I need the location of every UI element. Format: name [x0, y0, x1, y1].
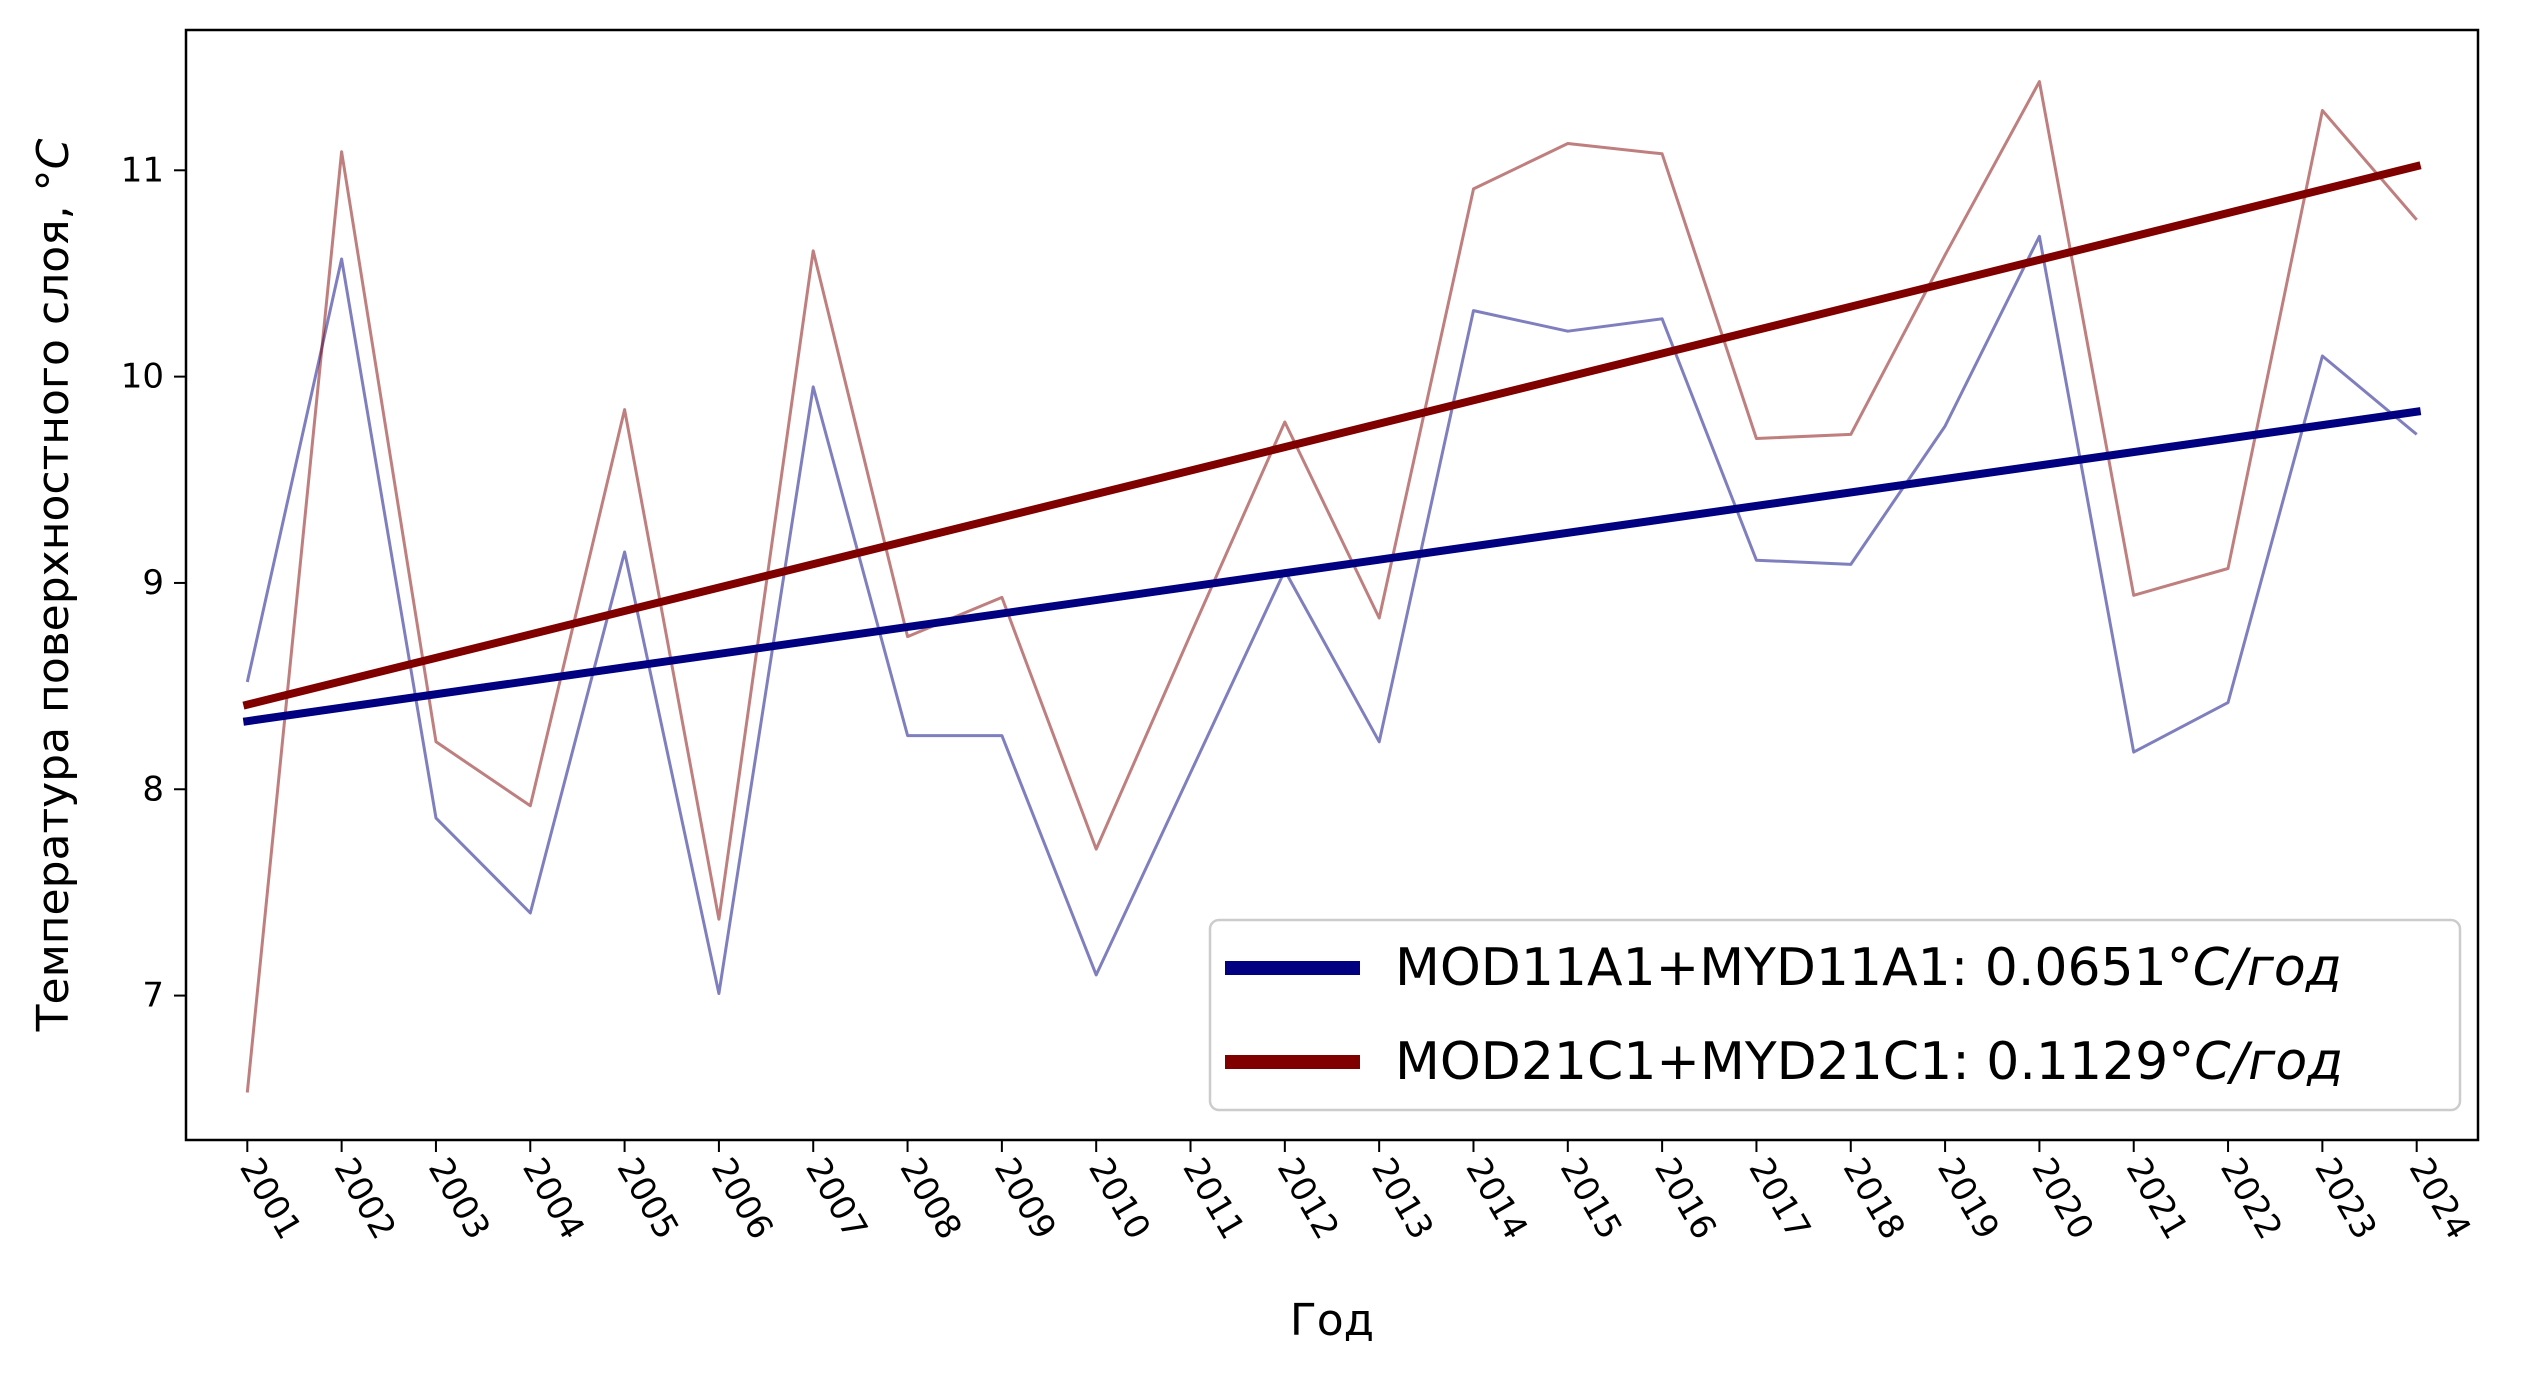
y-tick-label: 8 [142, 769, 164, 809]
y-tick-label: 7 [142, 976, 164, 1016]
y-tick-label: 9 [142, 563, 164, 603]
legend-label-mod11: MOD11A1+MYD11A1: 0.0651°C/год [1395, 938, 2342, 998]
plot-frame [184, 28, 2480, 1142]
trend-line-mod11 [242, 407, 2422, 726]
y-axis-label: Температура поверхностного слоя, °C [28, 138, 79, 1032]
y-tick-label: 11 [121, 150, 164, 190]
legend-box [1208, 918, 2462, 1112]
y-axis-label-text: Температура поверхностного слоя, ° [28, 169, 79, 1032]
y-axis-label-unit: C [28, 138, 79, 169]
y-axis: 7 8 9 10 11 [121, 150, 186, 1016]
series-line-mod21 [245, 80, 2418, 1093]
y-tick-label: 10 [121, 357, 164, 397]
legend: MOD11A1+MYD11A1: 0.0651°C/год MOD21C1+MYD… [1208, 918, 2462, 1112]
trend-layer [242, 161, 2422, 726]
legend-label-mod21: MOD21C1+MYD21C1: 0.1129°C/год [1395, 1032, 2343, 1092]
trend-line-mod21 [242, 161, 2422, 710]
x-axis-label: Год [1290, 1295, 1374, 1346]
